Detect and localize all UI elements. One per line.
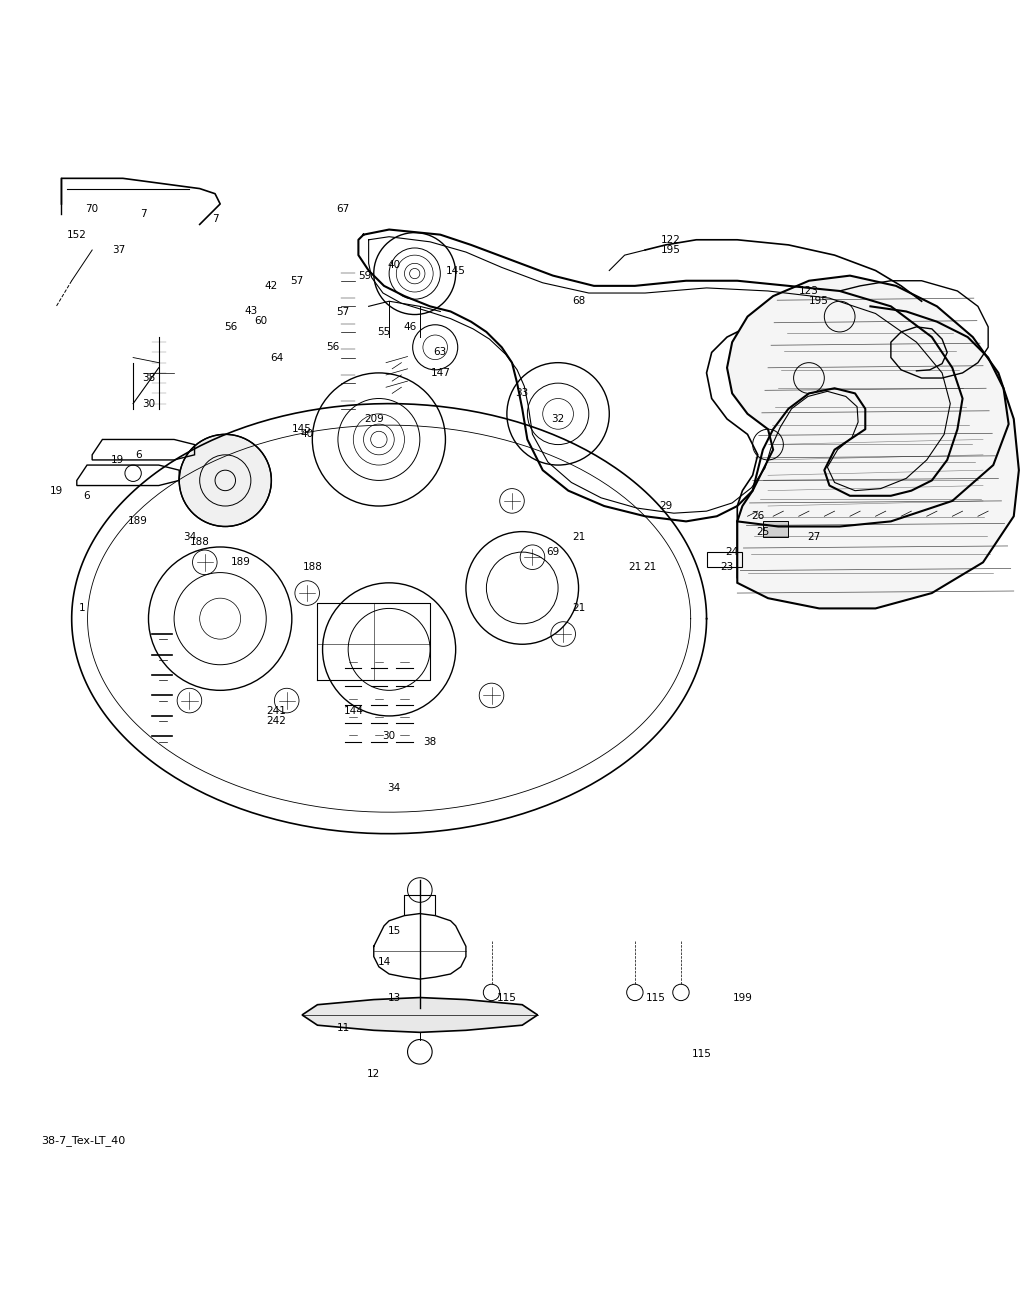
Text: 115: 115 xyxy=(691,1049,712,1059)
Text: 152: 152 xyxy=(67,229,87,240)
Text: 147: 147 xyxy=(430,368,451,378)
Polygon shape xyxy=(302,997,538,1033)
Text: 34: 34 xyxy=(183,531,196,542)
Text: 188: 188 xyxy=(189,537,210,547)
Text: 7: 7 xyxy=(212,215,218,224)
Text: 27: 27 xyxy=(808,531,820,542)
Text: 199: 199 xyxy=(732,992,753,1003)
Text: 21: 21 xyxy=(629,563,641,572)
Text: 23: 23 xyxy=(721,563,733,572)
Text: 145: 145 xyxy=(445,266,466,275)
Text: 13: 13 xyxy=(388,992,400,1003)
Text: 38-7_Tex-LT_40: 38-7_Tex-LT_40 xyxy=(41,1135,125,1147)
Text: 32: 32 xyxy=(552,414,564,424)
Text: 29: 29 xyxy=(659,501,672,511)
Text: 43: 43 xyxy=(245,306,257,317)
Text: 6: 6 xyxy=(135,450,141,459)
Text: 30: 30 xyxy=(142,399,155,408)
Text: 70: 70 xyxy=(86,204,98,215)
Text: 11: 11 xyxy=(337,1024,349,1033)
Text: 69: 69 xyxy=(547,547,559,558)
Text: 40: 40 xyxy=(388,260,400,271)
Text: 195: 195 xyxy=(809,296,829,306)
Text: 12: 12 xyxy=(368,1069,380,1080)
Text: 64: 64 xyxy=(270,352,283,363)
Text: 33: 33 xyxy=(516,389,528,398)
Text: 122: 122 xyxy=(660,234,681,245)
Text: 56: 56 xyxy=(224,322,237,331)
Text: 42: 42 xyxy=(265,281,278,291)
Text: 115: 115 xyxy=(645,992,666,1003)
Text: 46: 46 xyxy=(403,322,416,331)
Text: 188: 188 xyxy=(302,563,323,572)
Text: 115: 115 xyxy=(497,992,517,1003)
Text: 21: 21 xyxy=(644,563,656,572)
Text: 1: 1 xyxy=(79,603,85,614)
Text: 209: 209 xyxy=(364,414,384,424)
Text: 57: 57 xyxy=(337,308,349,318)
Text: 14: 14 xyxy=(378,957,390,967)
Polygon shape xyxy=(763,521,788,537)
Text: 34: 34 xyxy=(388,783,400,793)
Text: 19: 19 xyxy=(50,486,62,496)
Circle shape xyxy=(179,435,271,526)
Text: 26: 26 xyxy=(752,512,764,521)
Text: 19: 19 xyxy=(112,456,124,465)
Text: 38: 38 xyxy=(142,373,155,384)
Text: 55: 55 xyxy=(378,327,390,336)
Text: 21: 21 xyxy=(572,531,585,542)
Text: 38: 38 xyxy=(424,737,436,746)
Text: 57: 57 xyxy=(291,276,303,285)
Text: 68: 68 xyxy=(572,296,585,306)
Text: 67: 67 xyxy=(337,204,349,215)
Text: 56: 56 xyxy=(327,342,339,352)
Text: 21: 21 xyxy=(572,603,585,614)
Text: 25: 25 xyxy=(757,526,769,537)
Text: 195: 195 xyxy=(660,245,681,255)
Text: 144: 144 xyxy=(343,706,364,716)
Text: 6: 6 xyxy=(84,491,90,501)
Text: 63: 63 xyxy=(434,347,446,357)
Text: 7: 7 xyxy=(140,209,146,219)
Text: 242: 242 xyxy=(266,716,287,726)
Text: 59: 59 xyxy=(358,271,371,280)
Text: 145: 145 xyxy=(292,424,312,435)
Text: 60: 60 xyxy=(255,315,267,326)
Text: 189: 189 xyxy=(230,558,251,567)
Text: 37: 37 xyxy=(113,245,125,255)
Text: 123: 123 xyxy=(799,285,819,296)
Text: 241: 241 xyxy=(266,706,287,716)
Text: 24: 24 xyxy=(726,547,738,558)
Text: 40: 40 xyxy=(301,429,313,440)
Text: 30: 30 xyxy=(383,732,395,741)
Text: 189: 189 xyxy=(128,516,148,526)
Polygon shape xyxy=(727,276,1019,609)
Text: 15: 15 xyxy=(388,925,400,936)
